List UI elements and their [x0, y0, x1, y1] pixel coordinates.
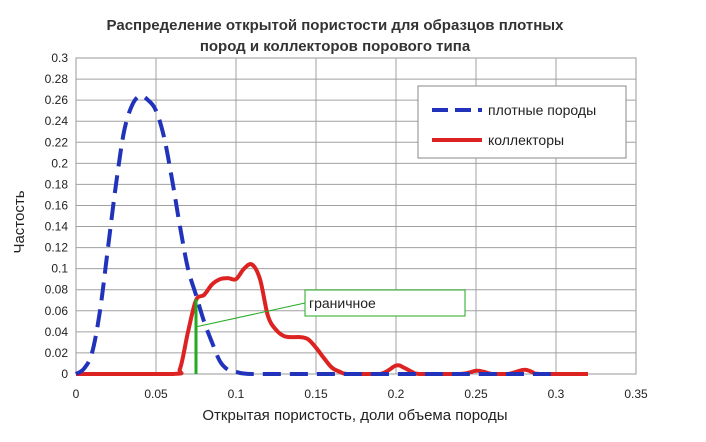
y-tick-label: 0.2 [51, 156, 68, 170]
legend-entry-label: плотные породы [488, 102, 596, 118]
y-tick-label: 0.16 [45, 198, 69, 212]
y-tick-label: 0.26 [45, 93, 69, 107]
x-tick-label: 0.2 [388, 387, 405, 401]
y-tick-label: 0.18 [45, 177, 69, 191]
legend-entry-label: коллекторы [488, 132, 564, 148]
annotation-leader-line [196, 302, 306, 328]
y-tick-label: 0.28 [45, 72, 69, 86]
legend: плотные породы коллекторы [417, 85, 627, 159]
x-axis-label: Открытая пористость, доли объема породы [202, 407, 507, 424]
y-axis-label: Частость [11, 190, 28, 253]
y-tick-label: 0.12 [45, 241, 69, 255]
series-line-collectors [75, 262, 589, 377]
y-tick-label: 0.06 [45, 304, 69, 318]
chart-title-line1: Распределение открытой пористости для об… [107, 17, 565, 34]
x-tick-label: 0.1 [228, 387, 245, 401]
y-tick-label: 0.1 [51, 262, 68, 276]
threshold-annotation: граничное [194, 289, 466, 374]
y-tick-label: 0.02 [45, 346, 69, 360]
y-tick-label: 0.08 [45, 283, 69, 297]
x-tick-label: 0.35 [624, 387, 648, 401]
x-tick-label: 0.15 [304, 387, 328, 401]
x-tick-label: 0 [73, 387, 80, 401]
annotation-box [304, 289, 466, 317]
x-tick-label: 0.3 [548, 387, 565, 401]
y-tick-label: 0.04 [45, 325, 69, 339]
y-tick-label: 0.14 [45, 220, 69, 234]
y-tick-label: 0 [61, 367, 68, 381]
tick-labels: 0 0.05 0.1 0.15 0.2 0.25 0.3 0.35 0 0.02 0.04 0.06 0… [45, 51, 648, 401]
legend-box [417, 85, 627, 159]
y-tick-label: 0.24 [45, 114, 69, 128]
series-line-dense-rocks [74, 93, 557, 377]
series-lines [74, 93, 589, 377]
y-tick-label: 0.22 [45, 135, 69, 149]
x-tick-label: 0.25 [464, 387, 488, 401]
annotation-label: граничное [309, 295, 376, 311]
y-tick-label: 0.3 [51, 51, 68, 65]
chart-title-line2: пород и коллекторов порового типа [200, 38, 471, 55]
x-tick-label: 0.05 [144, 387, 168, 401]
